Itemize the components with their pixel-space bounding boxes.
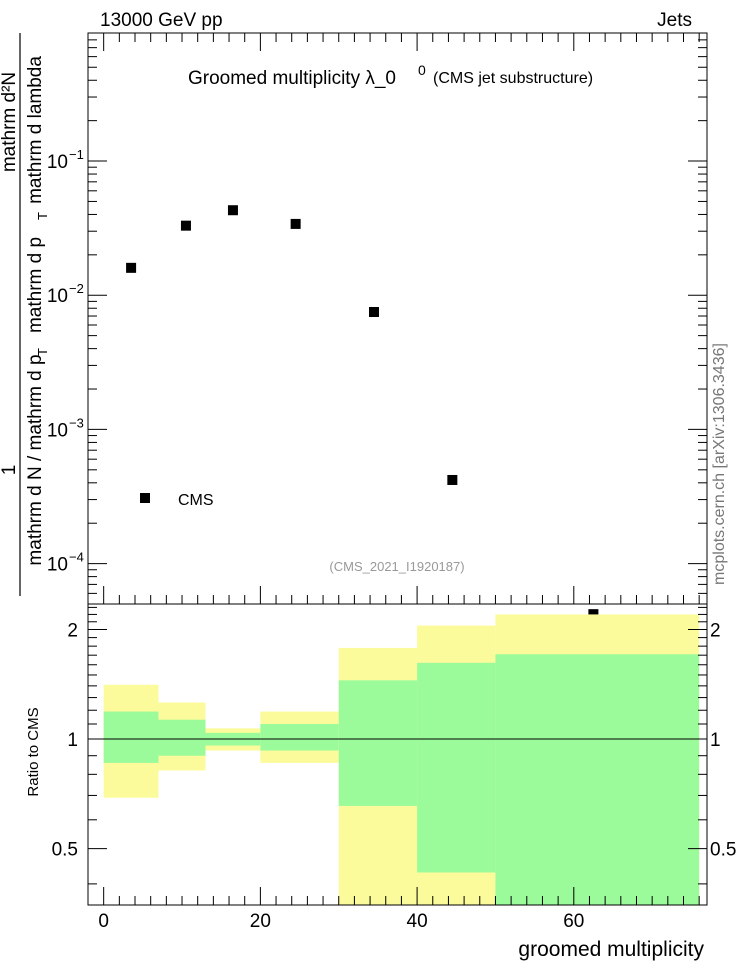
main-ytick-exponent: −1: [69, 147, 84, 162]
main-markers: [126, 205, 599, 620]
ratio-ytick-label-right: 0.5: [710, 840, 736, 861]
side-label: mcplots.cern.ch [arXiv:1306.3436]: [711, 343, 728, 585]
main-ytick-label: 10: [47, 420, 68, 441]
xtick-label: 0: [98, 911, 109, 932]
main-ylabel: mathrm d²N 1 mathrm d N / mathrm d p T m…: [0, 33, 50, 596]
ylabel-denominator-lower: mathrm d N / mathrm d p: [25, 354, 46, 565]
main-ticks: [88, 32, 707, 605]
main-frame: [87, 32, 708, 605]
ratio-ytick-label-left: 1: [67, 730, 78, 751]
header-left: 13000 GeV pp: [100, 10, 223, 31]
watermark: (CMS_2021_I1920187): [329, 559, 464, 574]
ratio-xtick-labels: 0 20 40 60: [98, 911, 584, 932]
ratio-frame: [87, 603, 708, 906]
stat-uncertainty-band: [260, 723, 339, 751]
stat-uncertainty-band: [495, 654, 700, 905]
xtick-label: 40: [407, 911, 428, 932]
legend-label: CMS: [178, 492, 214, 509]
stat-uncertainty-band: [338, 680, 418, 806]
data-point: [227, 205, 238, 216]
ratio-panel: 0.5 0.5 1 1 2 2 0 20 40 60 Ratio to CMS groomed …: [25, 603, 737, 961]
ratio-ytick-label-left: 2: [67, 620, 78, 641]
ratio-ticks: [88, 606, 707, 905]
main-panel: 10−110−210−310−4 Groomed multiplicity λ_…: [0, 32, 708, 620]
ylabel-denominator-tail: mathrm d lambda: [25, 56, 46, 204]
main-ytick-labels: 10−110−210−310−4: [47, 147, 84, 576]
ylabel-numerator: mathrm d²N: [0, 72, 20, 172]
ylabel-sub-t-lower: T: [35, 348, 50, 356]
ratio-ytick-label-left: 0.5: [52, 840, 78, 861]
data-point: [290, 218, 301, 229]
data-point: [126, 262, 137, 273]
main-ytick-exponent: −4: [69, 550, 84, 565]
ratio-ytick-label-right: 2: [710, 620, 721, 641]
data-point: [588, 609, 599, 620]
main-ytick-exponent: −2: [69, 281, 84, 296]
plot-title-main: Groomed multiplicity λ_0: [188, 68, 396, 89]
ylabel-denominator-upper: mathrm d p: [25, 237, 46, 333]
legend: CMS: [140, 492, 214, 509]
data-point: [180, 220, 191, 231]
main-ytick-label: 10: [47, 152, 68, 173]
ratio-bands: [103, 614, 700, 905]
stat-uncertainty-band: [417, 662, 496, 873]
ratio-ylabel: Ratio to CMS: [25, 707, 42, 796]
data-point: [447, 474, 458, 485]
stat-uncertainty-band: [158, 719, 206, 756]
data-point: [368, 306, 379, 317]
header-right: Jets: [657, 10, 692, 31]
main-ytick-label: 10: [47, 286, 68, 307]
plot-title-paren: (CMS jet substructure): [433, 70, 593, 87]
xlabel: groomed multiplicity: [518, 938, 704, 961]
ylabel-sub-t-upper: T: [35, 212, 50, 220]
main-ytick-exponent: −3: [69, 415, 84, 430]
ylabel-prefix: 1: [0, 465, 20, 476]
stat-uncertainty-band: [103, 711, 159, 763]
legend-marker: [140, 493, 150, 503]
xtick-label: 20: [250, 911, 271, 932]
main-ytick-label: 10: [47, 555, 68, 576]
ratio-ytick-label-right: 1: [710, 730, 721, 751]
plot-title-sup: 0: [418, 62, 426, 78]
xtick-label: 60: [563, 911, 584, 932]
ratio-ytick-labels: 0.5 0.5 1 1 2 2: [52, 620, 737, 860]
